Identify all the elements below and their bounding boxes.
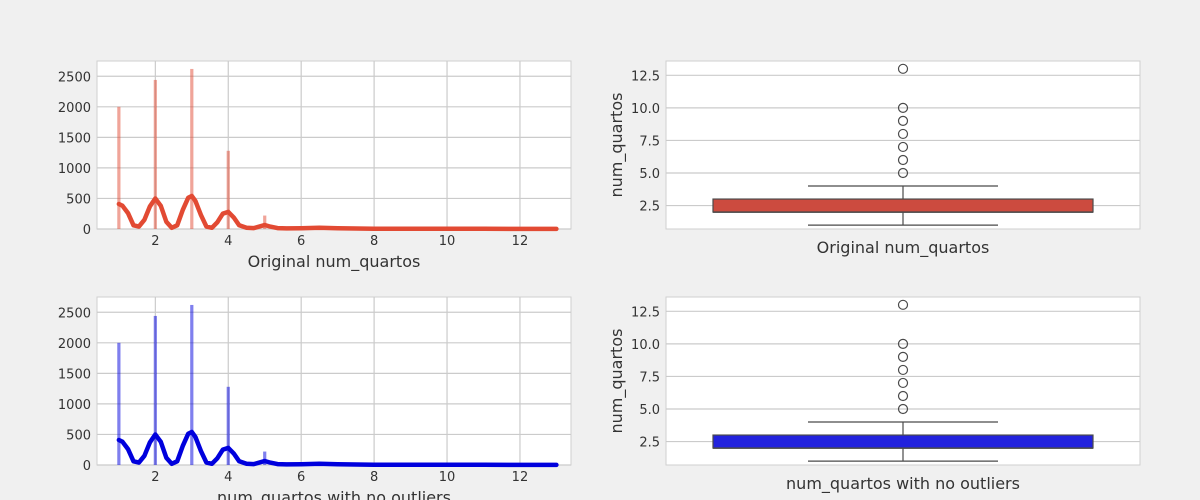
y-tick-label: 2500 xyxy=(58,70,91,85)
outlier-point xyxy=(897,167,909,179)
x-tick-label: 12 xyxy=(512,470,529,485)
histogram-original: 2 4 6 8 10 12 0 500 1000 1500 2000 2500 Original num… xyxy=(58,60,572,272)
x-tick-label: 12 xyxy=(512,234,529,249)
outlier-point xyxy=(897,377,909,389)
x-tick-label: 10 xyxy=(439,234,456,249)
y-tick-label: 2500 xyxy=(58,306,91,321)
histogram-bar xyxy=(190,304,194,465)
histogram-bar xyxy=(190,68,194,229)
y-tick-label: 7.5 xyxy=(639,370,660,385)
y-tick-label: 10.0 xyxy=(631,338,660,353)
y-tick-label: 1000 xyxy=(58,398,91,413)
y-tick-label: 12.5 xyxy=(631,305,660,320)
y-axis-label: num_quartos xyxy=(607,93,627,198)
outlier-point xyxy=(897,141,909,153)
y-tick-label: 1000 xyxy=(58,162,91,177)
kde-curve xyxy=(116,429,559,468)
y-tick-label: 1500 xyxy=(58,367,91,382)
x-tick-label: 6 xyxy=(297,470,305,485)
y-tick-label: 500 xyxy=(66,428,91,443)
outlier-point xyxy=(897,115,909,127)
x-axis-label: Original num_quartos xyxy=(817,238,990,258)
x-tick-label: 6 xyxy=(297,234,305,249)
histogram-bar xyxy=(117,106,121,229)
kde-curve xyxy=(116,193,559,232)
histogram-bar xyxy=(263,215,267,229)
y-tick-label: 12.5 xyxy=(631,69,660,84)
x-tick-label: 4 xyxy=(224,234,232,249)
x-tick-label: 2 xyxy=(151,470,159,485)
histogram-bar xyxy=(153,315,157,465)
y-tick-label: 0 xyxy=(83,459,91,474)
y-tick-label: 0 xyxy=(83,223,91,238)
histogram-bar xyxy=(263,451,267,465)
y-tick-label: 10.0 xyxy=(631,102,660,117)
y-tick-label: 500 xyxy=(66,192,91,207)
x-tick-label: 8 xyxy=(370,470,378,485)
boxplot-no-outliers: 2.5 5.0 7.5 10.0 12.5 num_quartos num_quartos … xyxy=(607,296,1141,494)
x-tick-label: 2 xyxy=(151,234,159,249)
plot-area xyxy=(96,60,572,230)
y-axis-label: num_quartos xyxy=(607,329,627,434)
outlier-point xyxy=(897,403,909,415)
histogram-no-outliers: 2 4 6 8 10 12 0 500 1000 1500 2000 2500 num_quartos … xyxy=(58,296,572,500)
histogram-bar xyxy=(117,342,121,465)
y-tick-label: 5.0 xyxy=(639,403,660,418)
outlier-point xyxy=(897,338,909,349)
plot-area xyxy=(96,296,572,466)
y-tick-label: 1500 xyxy=(58,131,91,146)
outlier-point xyxy=(897,351,909,363)
y-tick-label: 2.5 xyxy=(639,200,660,215)
box-iqr xyxy=(712,434,1094,449)
histogram-bar xyxy=(153,79,157,230)
y-tick-label: 2000 xyxy=(58,101,91,116)
boxplot-original: 2.5 5.0 7.5 10.0 12.5 num_quartos Original num… xyxy=(607,60,1141,258)
outlier-point xyxy=(897,364,909,376)
x-axis-label: num_quartos with no outliers xyxy=(217,488,451,500)
outlier-point xyxy=(897,63,909,74)
x-tick-label: 4 xyxy=(224,470,232,485)
y-tick-label: 7.5 xyxy=(639,134,660,149)
outlier-point xyxy=(897,390,909,402)
box-iqr xyxy=(712,198,1094,213)
x-tick-label: 10 xyxy=(439,470,456,485)
outlier-point xyxy=(897,299,909,310)
x-axis-label: num_quartos with no outliers xyxy=(786,474,1020,494)
histogram-bar xyxy=(226,386,230,465)
outlier-point xyxy=(897,128,909,140)
y-tick-label: 5.0 xyxy=(639,167,660,182)
outlier-point xyxy=(897,154,909,166)
histogram-bar xyxy=(226,150,230,229)
x-axis-label: Original num_quartos xyxy=(248,252,421,272)
outlier-point xyxy=(897,102,909,113)
y-tick-label: 2.5 xyxy=(639,436,660,451)
x-tick-label: 8 xyxy=(370,234,378,249)
y-tick-label: 2000 xyxy=(58,337,91,352)
